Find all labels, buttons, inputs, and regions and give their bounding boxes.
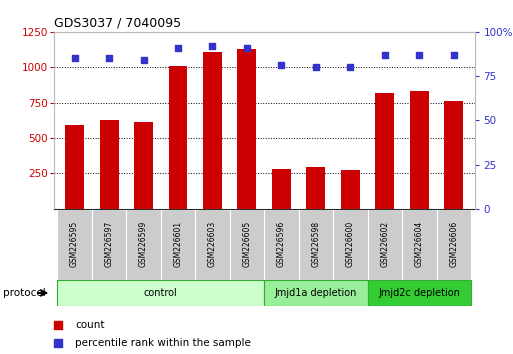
Bar — [264, 280, 368, 306]
Bar — [238, 49, 256, 209]
Bar — [376, 93, 394, 209]
Point — [346, 64, 354, 70]
Bar — [161, 209, 195, 280]
Point — [243, 45, 251, 51]
Bar — [92, 209, 126, 280]
Point — [381, 52, 389, 58]
Point — [278, 63, 286, 68]
Text: GSM226606: GSM226606 — [449, 221, 458, 267]
Point — [415, 52, 423, 58]
Bar — [126, 209, 161, 280]
Point — [312, 64, 320, 70]
Text: GSM226604: GSM226604 — [415, 221, 424, 267]
Point — [174, 45, 182, 51]
Bar — [437, 209, 471, 280]
Bar — [444, 101, 463, 209]
Text: GSM226603: GSM226603 — [208, 221, 217, 267]
Text: GSM226597: GSM226597 — [105, 221, 113, 267]
Point — [450, 52, 458, 58]
Bar — [65, 125, 84, 209]
Text: GSM226596: GSM226596 — [277, 221, 286, 267]
Bar — [333, 209, 368, 280]
Bar — [57, 209, 92, 280]
Point — [70, 56, 78, 61]
Point — [54, 340, 62, 346]
Point — [105, 56, 113, 61]
Text: GSM226602: GSM226602 — [380, 221, 389, 267]
Text: GSM226601: GSM226601 — [173, 221, 183, 267]
Bar — [134, 122, 153, 209]
Text: protocol: protocol — [3, 288, 45, 298]
Bar — [368, 280, 471, 306]
Bar — [402, 209, 437, 280]
Bar — [168, 66, 187, 209]
Bar — [195, 209, 230, 280]
Text: GSM226599: GSM226599 — [139, 221, 148, 267]
Point — [140, 57, 148, 63]
Bar — [100, 120, 119, 209]
Bar — [57, 280, 264, 306]
Text: GDS3037 / 7040095: GDS3037 / 7040095 — [54, 16, 181, 29]
Bar — [264, 209, 299, 280]
Text: Jmjd1a depletion: Jmjd1a depletion — [275, 288, 357, 298]
Text: percentile rank within the sample: percentile rank within the sample — [75, 338, 251, 348]
Bar — [306, 167, 325, 209]
Text: GSM226605: GSM226605 — [243, 221, 251, 267]
Bar — [410, 91, 429, 209]
Point — [54, 322, 62, 328]
Text: GSM226600: GSM226600 — [346, 221, 355, 267]
Bar — [230, 209, 264, 280]
Point — [208, 43, 216, 49]
Bar — [341, 170, 360, 209]
Text: GSM226598: GSM226598 — [311, 221, 321, 267]
Bar — [272, 169, 291, 209]
Bar — [203, 52, 222, 209]
Bar — [368, 209, 402, 280]
Text: control: control — [144, 288, 177, 298]
Text: Jmjd2c depletion: Jmjd2c depletion — [379, 288, 460, 298]
Bar — [299, 209, 333, 280]
Text: count: count — [75, 320, 105, 330]
Text: GSM226595: GSM226595 — [70, 221, 79, 267]
